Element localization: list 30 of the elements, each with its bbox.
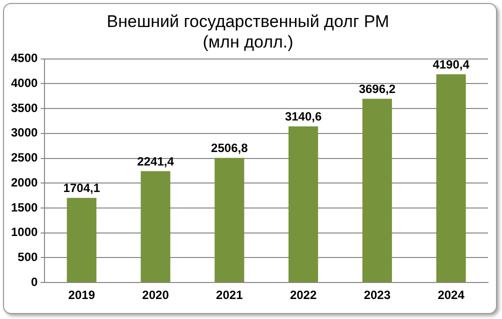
y-tick-label: 2500 xyxy=(10,150,38,165)
x-tick-label: 2023 xyxy=(364,288,391,302)
bar xyxy=(288,126,318,282)
y-tick-label: 0 xyxy=(31,274,38,289)
bar xyxy=(362,98,392,282)
bar xyxy=(436,74,466,282)
data-label: 1704,1 xyxy=(63,181,100,196)
y-tick-label: 1500 xyxy=(10,200,38,214)
y-tick-label: 3000 xyxy=(10,126,38,140)
chart-subtitle: (млн долл.) xyxy=(202,32,294,52)
x-tick-label: 2020 xyxy=(142,288,170,302)
y-tick-label: 500 xyxy=(18,250,38,264)
x-tick-label: 2024 xyxy=(438,288,465,302)
y-tick-label: 4500 xyxy=(10,51,38,66)
data-label: 2506,8 xyxy=(211,141,248,156)
data-label: 2241,4 xyxy=(137,154,174,168)
x-tick-label: 2019 xyxy=(68,288,96,302)
bar xyxy=(140,171,170,282)
x-tick-label: 2021 xyxy=(216,288,244,302)
y-tick-label: 3500 xyxy=(10,100,38,115)
y-tick-label: 4000 xyxy=(10,76,38,90)
y-tick-label: 2000 xyxy=(10,175,38,190)
y-tick-label: 1000 xyxy=(10,225,38,240)
data-label: 4190,4 xyxy=(432,58,470,72)
chart-title: Внешний государственный долг РМ xyxy=(106,12,390,31)
bar xyxy=(66,198,96,282)
data-label: 3696,2 xyxy=(358,82,396,96)
x-tick-label: 2022 xyxy=(290,288,317,302)
data-label: 3140,6 xyxy=(284,110,322,124)
bar xyxy=(214,158,244,282)
